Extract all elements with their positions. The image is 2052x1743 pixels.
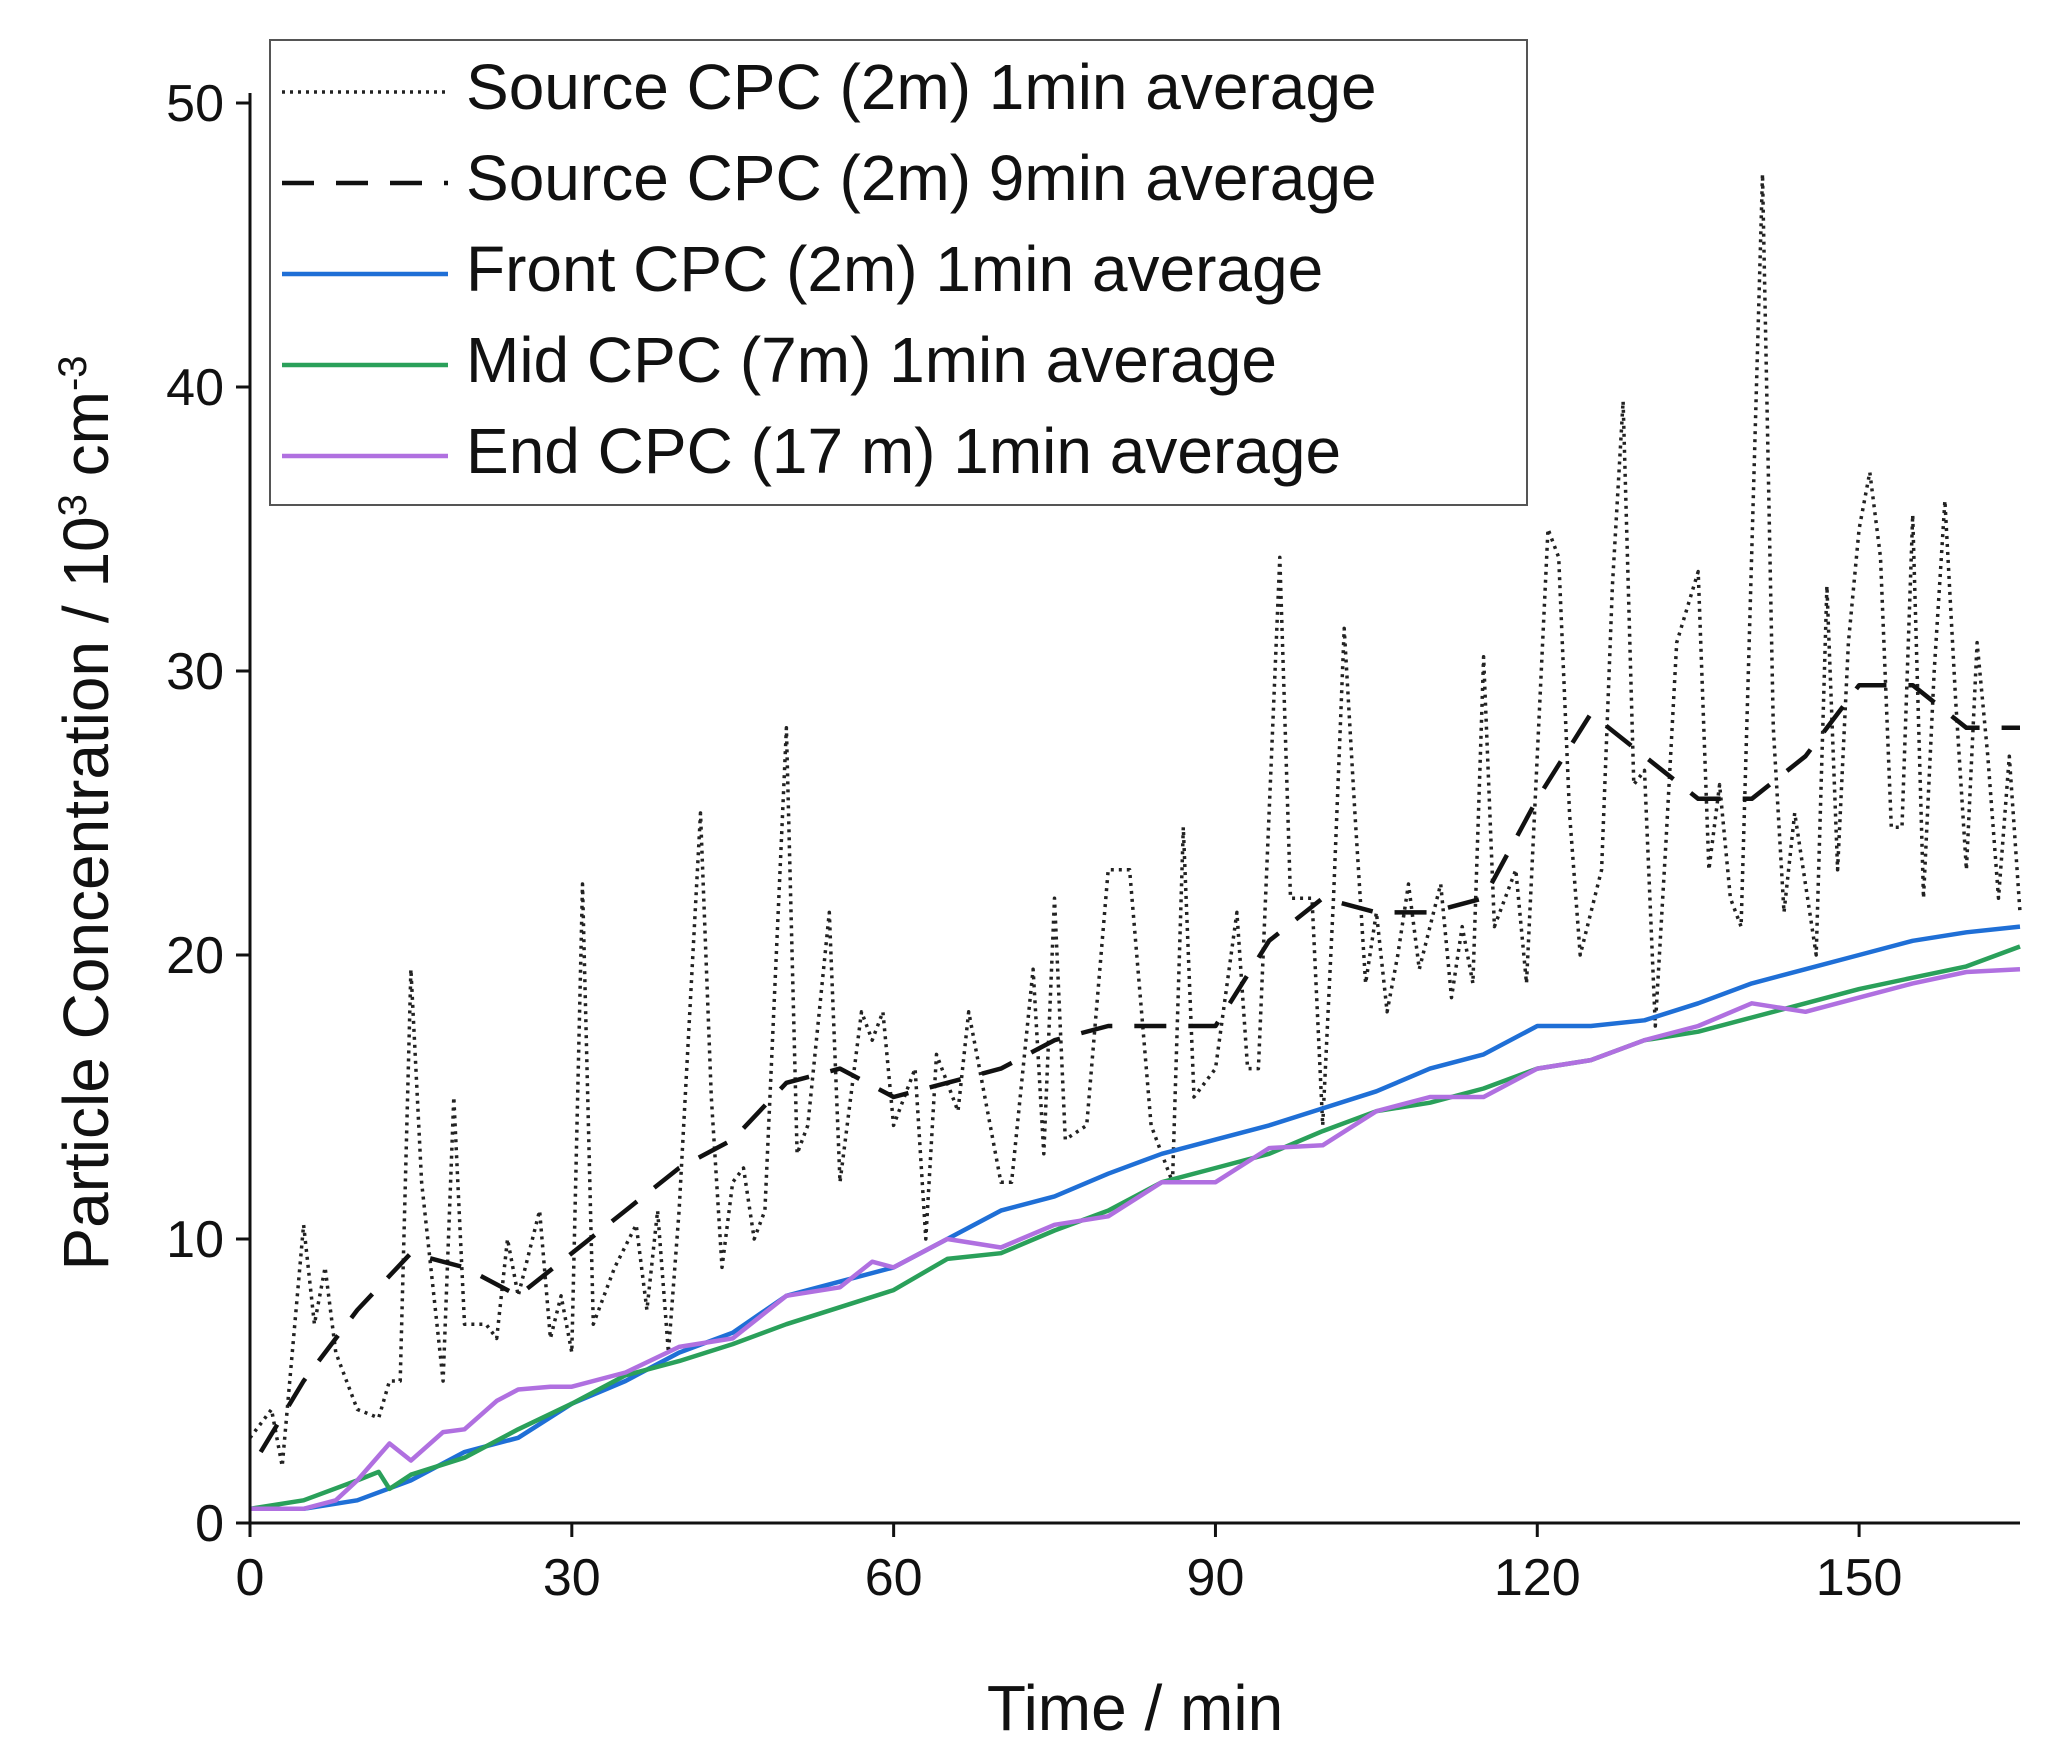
y-tick-label: 50 [166, 75, 224, 133]
x-tick-label: 60 [865, 1549, 923, 1607]
legend-label: End CPC (17 m) 1min average [466, 415, 1341, 487]
x-tick-label: 30 [543, 1549, 601, 1607]
x-tick-label: 90 [1187, 1549, 1245, 1607]
y-axis-title-sup: 3 [51, 494, 95, 516]
y-tick-label: 20 [166, 927, 224, 985]
y-tick-label: 30 [166, 643, 224, 701]
y-axis-title-sup: -3 [51, 355, 95, 391]
legend-label: Front CPC (2m) 1min average [466, 233, 1323, 305]
series-line [249, 944, 2021, 1512]
y-tick-label: 0 [195, 1495, 224, 1553]
y-axis-title-part: Particle Concentration / 10 [50, 516, 122, 1270]
x-tick-label: 150 [1816, 1549, 1903, 1607]
y-axis-title: Particle Concentration / 103 cm-3 [50, 355, 122, 1270]
legend-label: Source CPC (2m) 1min average [466, 51, 1377, 123]
y-tick-label: 40 [166, 359, 224, 417]
x-tick-label: 120 [1494, 1549, 1581, 1607]
x-axis-title: Time / min [987, 1672, 1283, 1743]
series-line [248, 172, 2022, 1468]
series-line [258, 682, 2020, 1454]
legend-label: Source CPC (2m) 9min average [466, 142, 1377, 214]
x-tick-label: 0 [236, 1549, 265, 1607]
legend-label: Mid CPC (7m) 1min average [466, 324, 1277, 396]
series-line [250, 924, 2021, 1512]
legend-box [269, 39, 1528, 506]
y-tick-label: 10 [166, 1211, 224, 1269]
series-line [250, 966, 2021, 1512]
y-axis-title-part: cm [50, 391, 122, 494]
